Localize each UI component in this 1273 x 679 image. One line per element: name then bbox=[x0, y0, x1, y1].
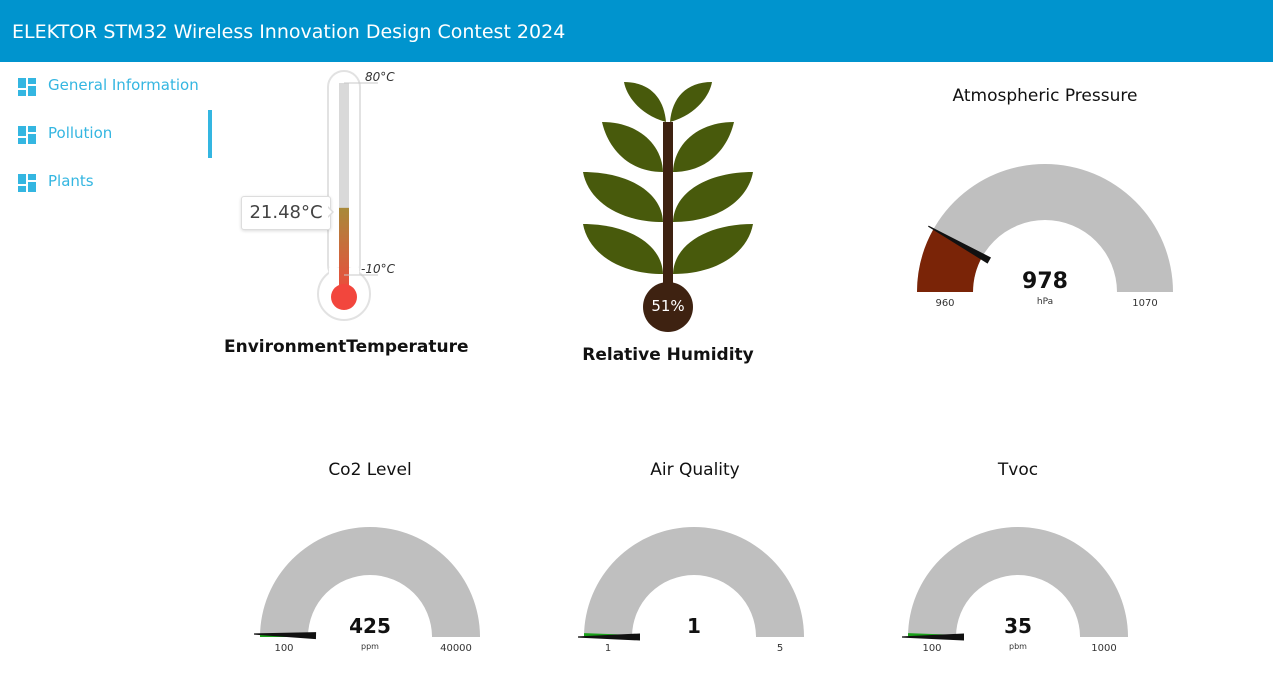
temperature-max-label: 80°C bbox=[365, 70, 395, 84]
humidity-indicator bbox=[643, 282, 693, 332]
gauge-min-label: 100 bbox=[922, 643, 941, 654]
humidity-value: 51% bbox=[651, 297, 685, 315]
gauge-fill bbox=[917, 229, 983, 292]
gauge-track bbox=[908, 527, 1128, 637]
sidebar-item-label: Plants bbox=[48, 172, 94, 190]
gauge-min-label: 100 bbox=[274, 643, 293, 654]
tooltip-arrow-inner bbox=[327, 207, 332, 217]
app-header: ELEKTOR STM32 Wireless Innovation Design… bbox=[0, 0, 1273, 62]
gauge-value: 1 bbox=[687, 614, 701, 638]
gauge-value: 35 bbox=[1004, 614, 1032, 638]
page-title: ELEKTOR STM32 Wireless Innovation Design… bbox=[12, 21, 566, 43]
sidebar-item-label: Pollution bbox=[48, 124, 113, 142]
tvoc-title: Tvoc bbox=[997, 460, 1039, 480]
dashboard-icon bbox=[18, 126, 36, 144]
air-quality-title: Air Quality bbox=[650, 460, 740, 480]
co2-gauge: 425 ppm 100 40000 bbox=[254, 527, 480, 654]
gauge-unit: pbm bbox=[1009, 642, 1027, 651]
tvoc-gauge: 35 pbm 100 1000 bbox=[902, 527, 1128, 654]
temperature-title: EnvironmentTemperature bbox=[224, 337, 469, 357]
sidebar-item-label: General Information bbox=[48, 76, 199, 94]
gauge-min-label: 960 bbox=[935, 298, 954, 309]
temperature-level bbox=[339, 207, 349, 299]
thermometer-bulb bbox=[331, 284, 357, 310]
pressure-gauge: 978 hPa 960 1070 bbox=[917, 164, 1173, 309]
pressure-title: Atmospheric Pressure bbox=[952, 86, 1138, 106]
sidebar-item-pollution[interactable]: Pollution bbox=[0, 110, 212, 158]
gauge-unit: ppm bbox=[361, 642, 379, 651]
active-indicator bbox=[208, 110, 212, 158]
temperature-min-label: -10°C bbox=[361, 262, 395, 276]
gauge-max-label: 1000 bbox=[1091, 643, 1116, 654]
plant-icon bbox=[583, 82, 753, 332]
dashboard-icon bbox=[18, 174, 36, 192]
gauge-needle bbox=[928, 225, 991, 264]
gauge-needle bbox=[578, 633, 640, 641]
dashboard-icon bbox=[18, 78, 36, 96]
humidity-title: Relative Humidity bbox=[582, 345, 754, 365]
gauge-value: 978 bbox=[1022, 269, 1068, 294]
air-quality-gauge: 1 1 5 bbox=[578, 527, 804, 654]
thermometer-icon bbox=[317, 70, 378, 321]
gauge-max-label: 5 bbox=[777, 643, 783, 654]
sidebar-item-plants[interactable]: Plants bbox=[0, 158, 212, 206]
gauge-track bbox=[917, 164, 1173, 292]
gauge-needle bbox=[254, 632, 317, 640]
co2-title: Co2 Level bbox=[328, 460, 412, 480]
gauge-min-label: 1 bbox=[605, 643, 611, 654]
temperature-value: 21.48°C bbox=[241, 196, 331, 230]
gauge-needle bbox=[902, 633, 964, 641]
gauge-value: 425 bbox=[349, 614, 391, 638]
gauge-max-label: 1070 bbox=[1132, 298, 1157, 309]
gauge-track bbox=[584, 527, 804, 637]
gauge-track bbox=[260, 527, 480, 637]
sidebar-item-general-information[interactable]: General Information bbox=[0, 62, 212, 110]
gauge-max-label: 40000 bbox=[440, 643, 472, 654]
gauge-unit: hPa bbox=[1037, 297, 1053, 307]
